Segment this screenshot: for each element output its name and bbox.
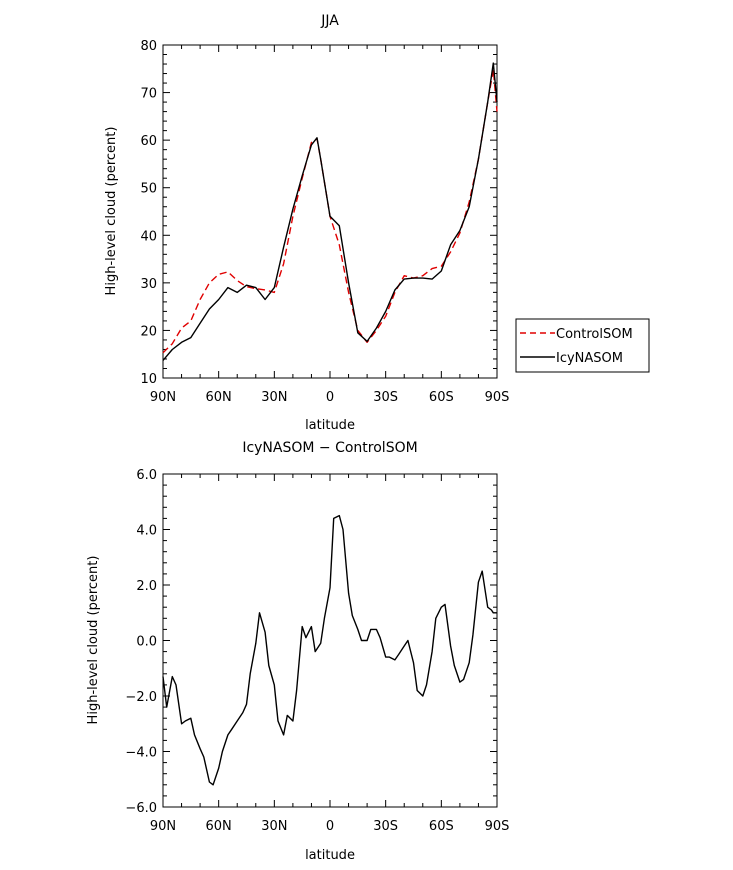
bottom-y-ticks: −6.0 −4.0 −2.0 0.0 2.0 4.0 6.0 <box>125 468 497 816</box>
top-y-tick-label: 50 <box>140 182 157 197</box>
top-x-tick-label: 30N <box>261 390 287 405</box>
top-x-axis-label: latitude <box>305 418 355 433</box>
top-x-tick-label: 60S <box>429 390 454 405</box>
top-y-tick-label: 70 <box>140 87 157 102</box>
top-x-tick-label: 30S <box>373 390 398 405</box>
bottom-plot-frame <box>162 473 498 808</box>
bottom-y-tick-label: −2.0 <box>125 690 157 705</box>
bottom-y-tick-label: −4.0 <box>125 746 157 761</box>
top-y-tick-label: 20 <box>140 324 157 339</box>
top-series-line-controlsom <box>162 68 498 354</box>
top-x-tick-label: 60N <box>206 390 232 405</box>
legend: ControlSOM IcyNASOM <box>515 318 650 373</box>
bottom-y-axis-label: High-level cloud (percent) <box>86 556 101 725</box>
top-y-ticks: 10 20 30 40 50 60 70 80 <box>140 39 497 387</box>
top-y-tick-label: 30 <box>140 277 157 292</box>
top-x-tick-label: 90S <box>485 390 510 405</box>
bottom-series-line-diff <box>162 514 497 786</box>
bottom-x-tick-label: 60N <box>206 819 232 834</box>
bottom-x-tick-label: 60S <box>429 819 454 834</box>
top-y-tick-label: 10 <box>140 372 157 387</box>
top-series-line-icynasom <box>162 62 498 361</box>
bottom-x-tick-label: 90N <box>150 819 176 834</box>
bottom-panel: IcyNASOM − ControlSOM latitude High-leve… <box>86 440 509 863</box>
top-y-tick-label: 60 <box>140 134 157 149</box>
top-series-layer <box>162 62 498 361</box>
bottom-x-tick-label: 30S <box>373 819 398 834</box>
bottom-y-tick-label: 6.0 <box>136 468 157 483</box>
top-x-ticks: 90N 60N 30N 0 30S 60S 90S <box>150 45 510 405</box>
top-y-tick-label: 40 <box>140 229 157 244</box>
bottom-x-tick-label: 0 <box>326 819 334 834</box>
bottom-x-ticks: 90N 60N 30N 0 30S 60S 90S <box>150 474 510 834</box>
top-chart-title: JJA <box>320 13 339 29</box>
legend-label-controlsom: ControlSOM <box>556 327 633 342</box>
bottom-series-layer <box>162 514 497 786</box>
bottom-x-axis-label: latitude <box>305 848 355 863</box>
bottom-y-tick-label: 0.0 <box>136 635 157 650</box>
bottom-chart-title: IcyNASOM − ControlSOM <box>242 440 417 456</box>
bottom-x-tick-label: 90S <box>485 819 510 834</box>
top-panel: JJA latitude High-level cloud (percent) … <box>104 13 650 433</box>
top-y-axis-label: High-level cloud (percent) <box>104 127 119 296</box>
bottom-y-tick-label: 2.0 <box>136 579 157 594</box>
top-plot-frame <box>162 44 498 379</box>
bottom-y-tick-label: −6.0 <box>125 801 157 816</box>
legend-label-icynasom: IcyNASOM <box>556 351 623 366</box>
bottom-x-tick-label: 30N <box>261 819 287 834</box>
bottom-y-tick-label: 4.0 <box>136 524 157 539</box>
top-x-tick-label: 90N <box>150 390 176 405</box>
top-x-tick-label: 0 <box>326 390 334 405</box>
top-y-tick-label: 80 <box>140 39 157 54</box>
legend-box <box>515 318 650 373</box>
